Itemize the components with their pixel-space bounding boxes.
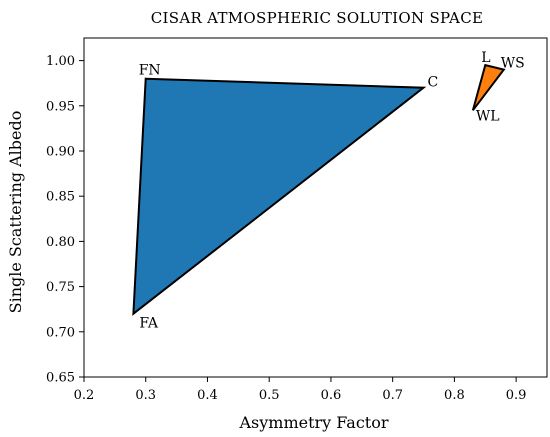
region-polygon-1 [471,63,506,111]
y-tick-label: 0.75 [46,280,75,295]
x-tick-label: 0.5 [259,388,280,403]
vertex-label: FN [139,63,161,79]
y-tick-label: 0.90 [46,145,75,160]
x-tick-label: 0.7 [382,388,403,403]
vertex-label: FA [139,316,158,332]
vertex-label: C [428,75,439,91]
x-tick-label: 0.2 [74,388,95,403]
vertex-label: WS [501,56,525,72]
vertex-label: WL [476,108,500,124]
plot-area: FN C FA L WS WL [132,50,525,332]
vertex-label: L [481,50,490,66]
x-tick-label: 0.4 [197,388,218,403]
y-tick-label: 0.85 [46,190,75,205]
chart-title: CISAR ATMOSPHERIC SOLUTION SPACE [151,9,483,27]
y-tick-label: 1.00 [46,54,75,69]
y-tick-label: 0.65 [46,371,75,386]
plot-frame [83,37,548,378]
x-tick-label: 0.6 [321,388,342,403]
y-tick-label: 0.70 [46,325,75,340]
x-tick-label: 0.9 [506,388,527,403]
x-tick-label: 0.3 [135,388,156,403]
x-axis-label: Asymmetry Factor [238,413,388,432]
y-tick-label: 0.80 [46,235,75,250]
x-tick-label: 0.8 [444,388,465,403]
axis-ticks: 0.2 0.3 0.4 0.5 0.6 0.7 0.8 0.9 0.65 0.70 0.75 0.80… [46,54,526,403]
y-axis-label: Single Scattering Albedo [6,111,25,314]
y-tick-label: 0.95 [46,99,75,114]
region-polygon-0 [132,77,427,316]
